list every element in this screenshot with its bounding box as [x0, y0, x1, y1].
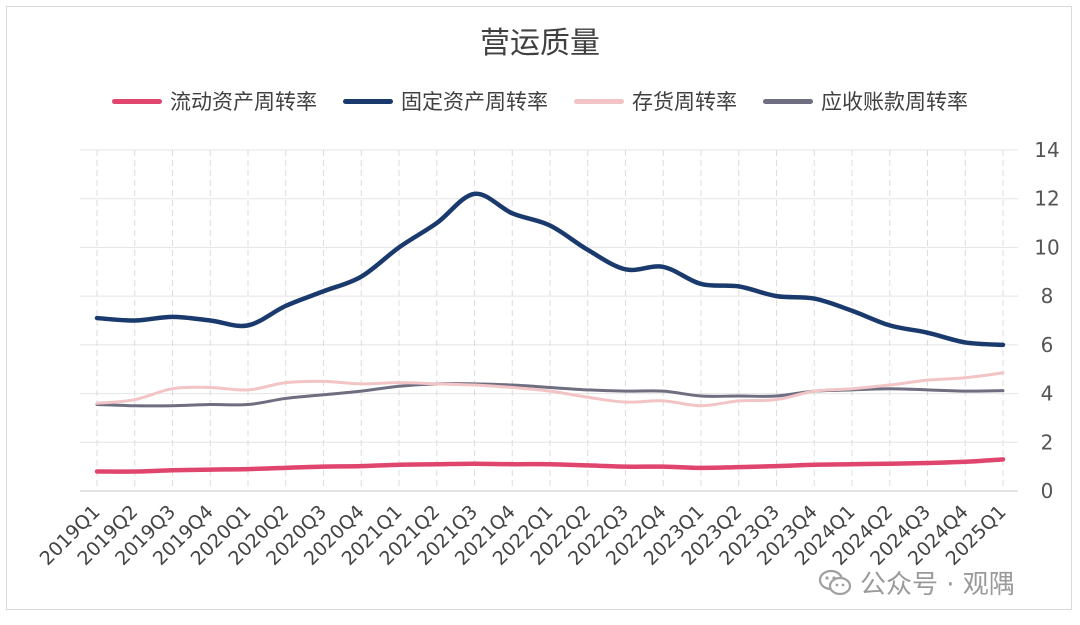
y-tick-label: 2: [1041, 430, 1054, 454]
y-tick-label: 0: [1041, 479, 1054, 503]
series-line: [95, 371, 1005, 408]
legend-swatch: [343, 98, 393, 104]
y-tick-label: 4: [1041, 382, 1054, 406]
series-line: [94, 191, 1006, 348]
legend-item: 存货周转率: [574, 86, 737, 116]
y-tick-label: 10: [1034, 235, 1059, 259]
legend-label: 应收账款周转率: [821, 90, 968, 114]
legend-swatch: [574, 98, 624, 104]
series-line: [94, 457, 1006, 474]
legend-item: 流动资产周转率: [112, 86, 317, 116]
y-tick-label: 14: [1034, 138, 1059, 162]
legend-item: 应收账款周转率: [763, 86, 968, 116]
watermark: 公众号 · 观隅: [818, 564, 1015, 601]
watermark-text: 公众号 · 观隅: [860, 570, 1015, 600]
legend: 流动资产周转率 固定资产周转率 存货周转率 应收账款周转率: [0, 86, 1080, 116]
chart-frame: [6, 6, 1072, 610]
legend-label: 流动资产周转率: [170, 90, 317, 114]
legend-item: 固定资产周转率: [343, 86, 548, 116]
y-tick-label: 6: [1041, 333, 1054, 357]
y-tick-label: 12: [1034, 187, 1059, 211]
chart-title: 营运质量: [480, 26, 600, 61]
legend-swatch: [763, 98, 813, 104]
y-tick-label: 8: [1041, 284, 1054, 308]
legend-label: 固定资产周转率: [401, 90, 548, 114]
wechat-icon: [818, 569, 852, 595]
legend-label: 存货周转率: [632, 90, 737, 114]
legend-swatch: [112, 98, 162, 104]
